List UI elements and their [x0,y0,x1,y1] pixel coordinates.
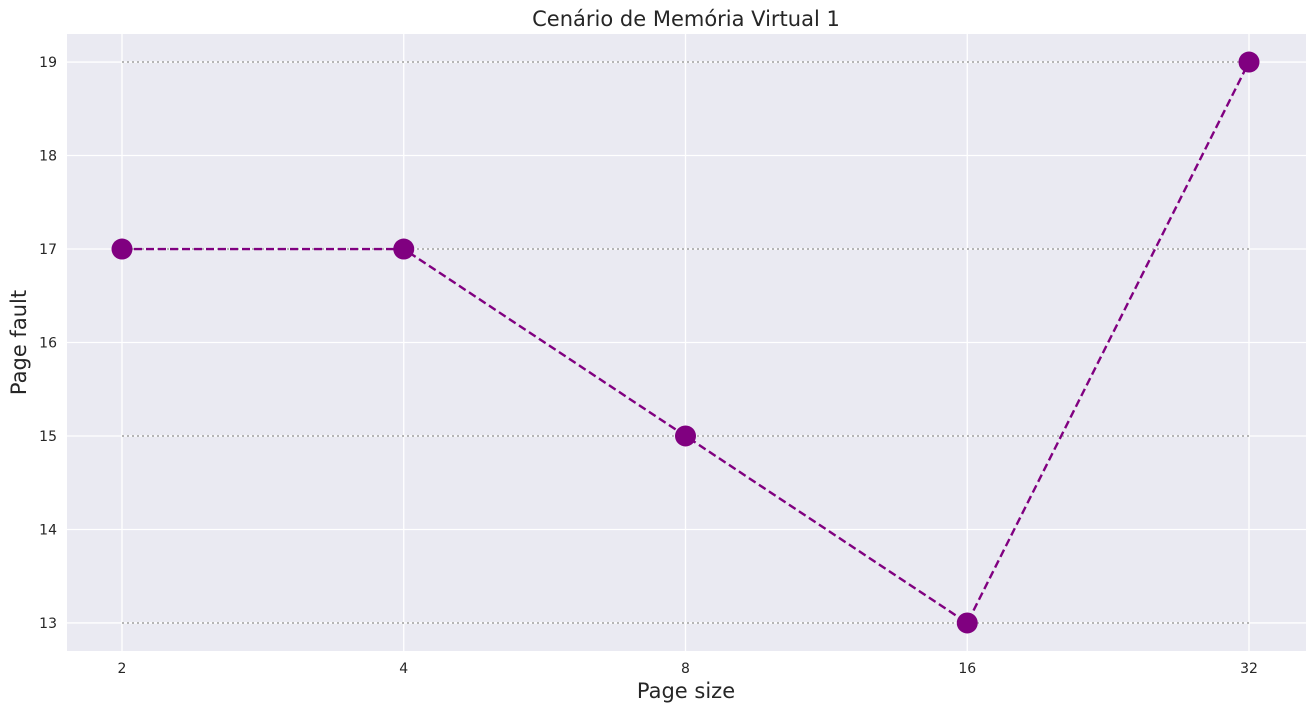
series-layer [111,51,1260,634]
y-tick-labels: 13 14 15 16 17 18 19 [39,55,57,632]
y-axis-title: Page fault [7,290,31,395]
y-tick-label: 13 [39,616,57,632]
x-tick-label: 4 [399,661,408,677]
y-tick-label: 17 [39,242,57,258]
x-tick-label: 8 [681,661,690,677]
data-point [956,612,978,634]
chart-title: Cenário de Memória Virtual 1 [532,7,840,31]
x-axis-title: Page size [637,679,735,703]
x-tick-labels: 2 4 8 16 32 [118,661,1258,677]
y-tick-label: 19 [39,55,57,71]
y-tick-label: 15 [39,429,57,445]
y-tick-label: 14 [39,522,57,538]
data-point [111,238,133,260]
data-point [675,425,696,447]
y-tick-label: 18 [39,149,57,165]
x-tick-label: 32 [1240,661,1258,677]
x-tick-label: 16 [958,661,976,677]
data-point [1238,51,1260,73]
data-point [393,238,415,260]
y-tick-label: 16 [39,336,57,352]
x-tick-label: 2 [118,661,127,677]
